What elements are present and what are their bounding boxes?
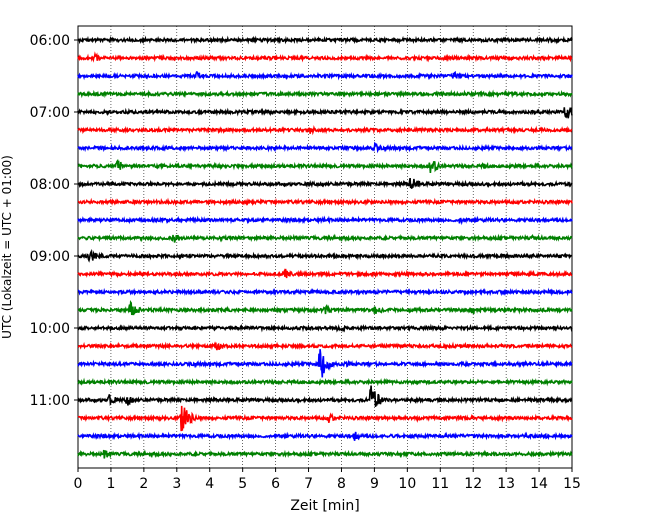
y-tick-label: 10:00 xyxy=(30,321,70,337)
seismic-trace xyxy=(77,233,573,243)
x-tick-label: 10 xyxy=(398,476,416,492)
seismic-traces xyxy=(77,35,573,459)
x-axis-ticks: 0 1 2 3 4 5 6 7 8 9 10 11 12 13 14 15 xyxy=(74,468,581,492)
x-tick-label: 8 xyxy=(337,476,346,492)
y-axis-label: UTC (Lokalzeit = UTC + 01:00) xyxy=(0,155,14,339)
seismic-trace xyxy=(77,385,573,407)
x-tick-label: 4 xyxy=(205,476,214,492)
seismic-trace xyxy=(77,248,573,263)
y-tick-label: 11:00 xyxy=(30,393,70,409)
x-tick-label: 0 xyxy=(74,476,83,492)
seismic-trace xyxy=(77,341,573,351)
seismic-trace xyxy=(77,323,573,333)
y-tick-label: 08:00 xyxy=(30,177,70,193)
seismic-trace xyxy=(77,89,573,99)
x-tick-label: 1 xyxy=(106,476,115,492)
seismic-trace xyxy=(77,70,573,81)
seismic-trace xyxy=(77,106,573,119)
seismic-trace xyxy=(77,449,573,459)
x-tick-label: 9 xyxy=(370,476,379,492)
x-tick-label: 11 xyxy=(431,476,449,492)
seismic-trace xyxy=(77,177,573,189)
seismic-trace xyxy=(77,431,573,441)
x-tick-label: 13 xyxy=(497,476,515,492)
seismic-trace xyxy=(77,405,573,432)
y-tick-label: 07:00 xyxy=(30,105,70,121)
x-tick-label: 7 xyxy=(304,476,313,492)
x-axis-label: Zeit [min] xyxy=(290,498,359,514)
seismic-trace xyxy=(77,35,573,45)
seismic-trace xyxy=(77,299,573,316)
y-tick-label: 06:00 xyxy=(30,33,70,49)
seismic-trace xyxy=(77,51,573,63)
x-tick-label: 6 xyxy=(271,476,280,492)
x-tick-label: 3 xyxy=(172,476,181,492)
x-tick-label: 12 xyxy=(464,476,482,492)
seismic-trace xyxy=(77,215,573,226)
seismic-trace xyxy=(77,349,573,378)
x-tick-label: 14 xyxy=(530,476,548,492)
x-tick-label: 5 xyxy=(238,476,247,492)
seismic-trace xyxy=(77,377,573,387)
seismic-trace xyxy=(77,124,573,136)
seismic-trace xyxy=(77,268,573,279)
plot-area xyxy=(77,25,573,469)
seismic-trace xyxy=(77,197,573,207)
y-axis-ticks: 06:00 07:00 08:00 09:00 10:00 11:00 xyxy=(30,33,78,409)
seismic-trace xyxy=(77,287,573,297)
x-tick-label: 15 xyxy=(563,476,581,492)
seismic-trace xyxy=(77,141,573,154)
y-tick-label: 09:00 xyxy=(30,249,70,265)
x-tick-label: 2 xyxy=(139,476,148,492)
seismic-trace xyxy=(77,158,573,174)
